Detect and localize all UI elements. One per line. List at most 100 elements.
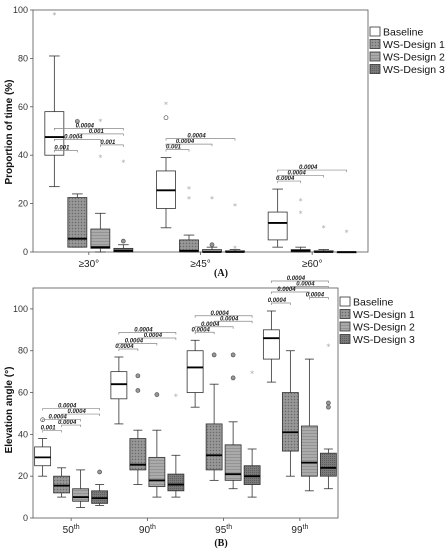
box-ws-design-2	[300, 358, 318, 492]
y-tick-label: 80	[18, 53, 28, 63]
significance-label: 0.0004	[210, 311, 229, 317]
significance-bracket	[99, 144, 124, 147]
y-tick-label: 20	[18, 471, 28, 481]
significance-label: 0.0004	[306, 293, 325, 299]
significance-bracket	[165, 149, 190, 152]
significance-label: 0.001	[166, 145, 182, 151]
box-ws-design-3: *	[336, 229, 357, 254]
box-iqr	[90, 228, 111, 249]
box-ws-design-2: *	[202, 195, 222, 253]
box-iqr	[319, 452, 337, 477]
significance-label: 0.0004	[58, 404, 77, 410]
box-iqr	[179, 239, 199, 253]
box-iqr	[67, 197, 88, 248]
box-ws-design-1: **	[179, 185, 199, 253]
box-ws-design-3	[91, 469, 109, 506]
box-iqr	[243, 465, 261, 485]
panel-b-label: (B)	[214, 538, 227, 549]
significance-bracket	[165, 143, 213, 147]
extreme-point: *	[322, 224, 326, 233]
x-tick-label: ≥60°	[302, 259, 323, 270]
significance-bracket	[118, 343, 158, 346]
box-ws-design-2: **	[90, 117, 111, 253]
panel-b: Elevation angle (°) 0 20 40 60 80 100 50th 0.00…	[4, 276, 415, 549]
significance-label: 0.0004	[187, 134, 206, 140]
y-tick-label: 0	[23, 247, 28, 257]
outlier-point	[97, 469, 102, 475]
legend-label: WS-Design 2	[353, 322, 415, 334]
box-baseline: *	[156, 100, 176, 229]
box-ws-design-1: **	[290, 197, 311, 253]
significance-bracket	[118, 348, 139, 351]
outlier-point	[163, 115, 169, 121]
box-baseline	[110, 356, 128, 425]
significance-label: 0.0004	[201, 322, 220, 328]
y-tick-label: 80	[18, 346, 28, 356]
box-ws-design-3: *	[167, 393, 185, 498]
legend-swatch	[369, 26, 381, 37]
plot-frame	[32, 287, 339, 519]
y-tick-label: 40	[18, 429, 28, 439]
x-tick-label: 90th	[139, 524, 156, 536]
box-iqr	[53, 475, 71, 494]
significance-bracket	[76, 133, 124, 136]
legend-swatch	[339, 321, 351, 332]
box-iqr	[186, 350, 204, 393]
significance-bracket	[309, 297, 329, 300]
extreme-point: *	[98, 117, 102, 126]
significance-label: 0.0004	[268, 298, 287, 304]
box-ws-design-1	[129, 373, 147, 485]
outlier-point	[74, 118, 80, 124]
box-ws-design-2: *	[313, 224, 334, 253]
significance-bracket	[137, 337, 177, 340]
box-baseline	[267, 188, 288, 248]
significance-bracket	[277, 169, 348, 173]
significance-label: 0.001	[89, 129, 105, 135]
significance-label: 0.001	[54, 145, 70, 151]
significance-bracket	[271, 291, 310, 294]
panel-a: Proportion of time (%) 0 20 40 60 80 100 ≥30° *…	[4, 5, 445, 279]
legend-swatch	[339, 296, 351, 307]
box-iqr	[129, 438, 147, 471]
significance-bracket	[277, 180, 302, 184]
box-iqr	[281, 392, 299, 452]
outlier-point	[230, 375, 236, 381]
legend-label: WS-Design 2	[383, 52, 445, 64]
box-ws-design-2	[148, 392, 166, 498]
legend-swatch	[369, 39, 381, 49]
significance-label: 0.0004	[220, 316, 239, 322]
extreme-point: *	[210, 195, 214, 204]
significance-bracket	[53, 139, 101, 142]
box-ws-design-3: **	[225, 202, 245, 253]
significance-bracket	[271, 280, 329, 283]
outlier-point	[211, 352, 217, 358]
box-iqr	[91, 490, 109, 504]
box-ws-design-1	[281, 350, 299, 477]
significance-label: 0.0004	[76, 123, 95, 129]
extreme-point: *	[98, 154, 102, 163]
panel-a-label: (A)	[214, 268, 228, 279]
significance-bracket	[290, 286, 329, 289]
box-iqr	[262, 329, 280, 360]
y-tick-label: 40	[18, 150, 28, 160]
box-iqr	[224, 444, 242, 481]
extreme-point: *	[75, 117, 79, 126]
outlier-point	[135, 388, 141, 393]
panel-a-y-axis-title: Proportion of time (%)	[4, 80, 15, 185]
significance-label: 0.0004	[144, 333, 163, 339]
legend-swatch	[369, 64, 381, 74]
box-iqr	[300, 425, 318, 477]
box-baseline: *	[44, 11, 65, 188]
legend-swatch	[369, 51, 381, 62]
significance-label: 0.0004	[125, 339, 144, 345]
outlier-point	[230, 352, 236, 358]
box-ws-design-2	[224, 352, 242, 490]
panel-a-plot-area: 020406080100≥30°*****0.0010.0010.00040.0…	[13, 5, 369, 270]
box-baseline	[186, 339, 204, 408]
extreme-point: *	[121, 158, 125, 167]
significance-bracket	[271, 302, 291, 305]
extreme-point: *	[187, 185, 191, 194]
box-iqr	[110, 371, 128, 400]
box-iqr	[167, 473, 185, 492]
